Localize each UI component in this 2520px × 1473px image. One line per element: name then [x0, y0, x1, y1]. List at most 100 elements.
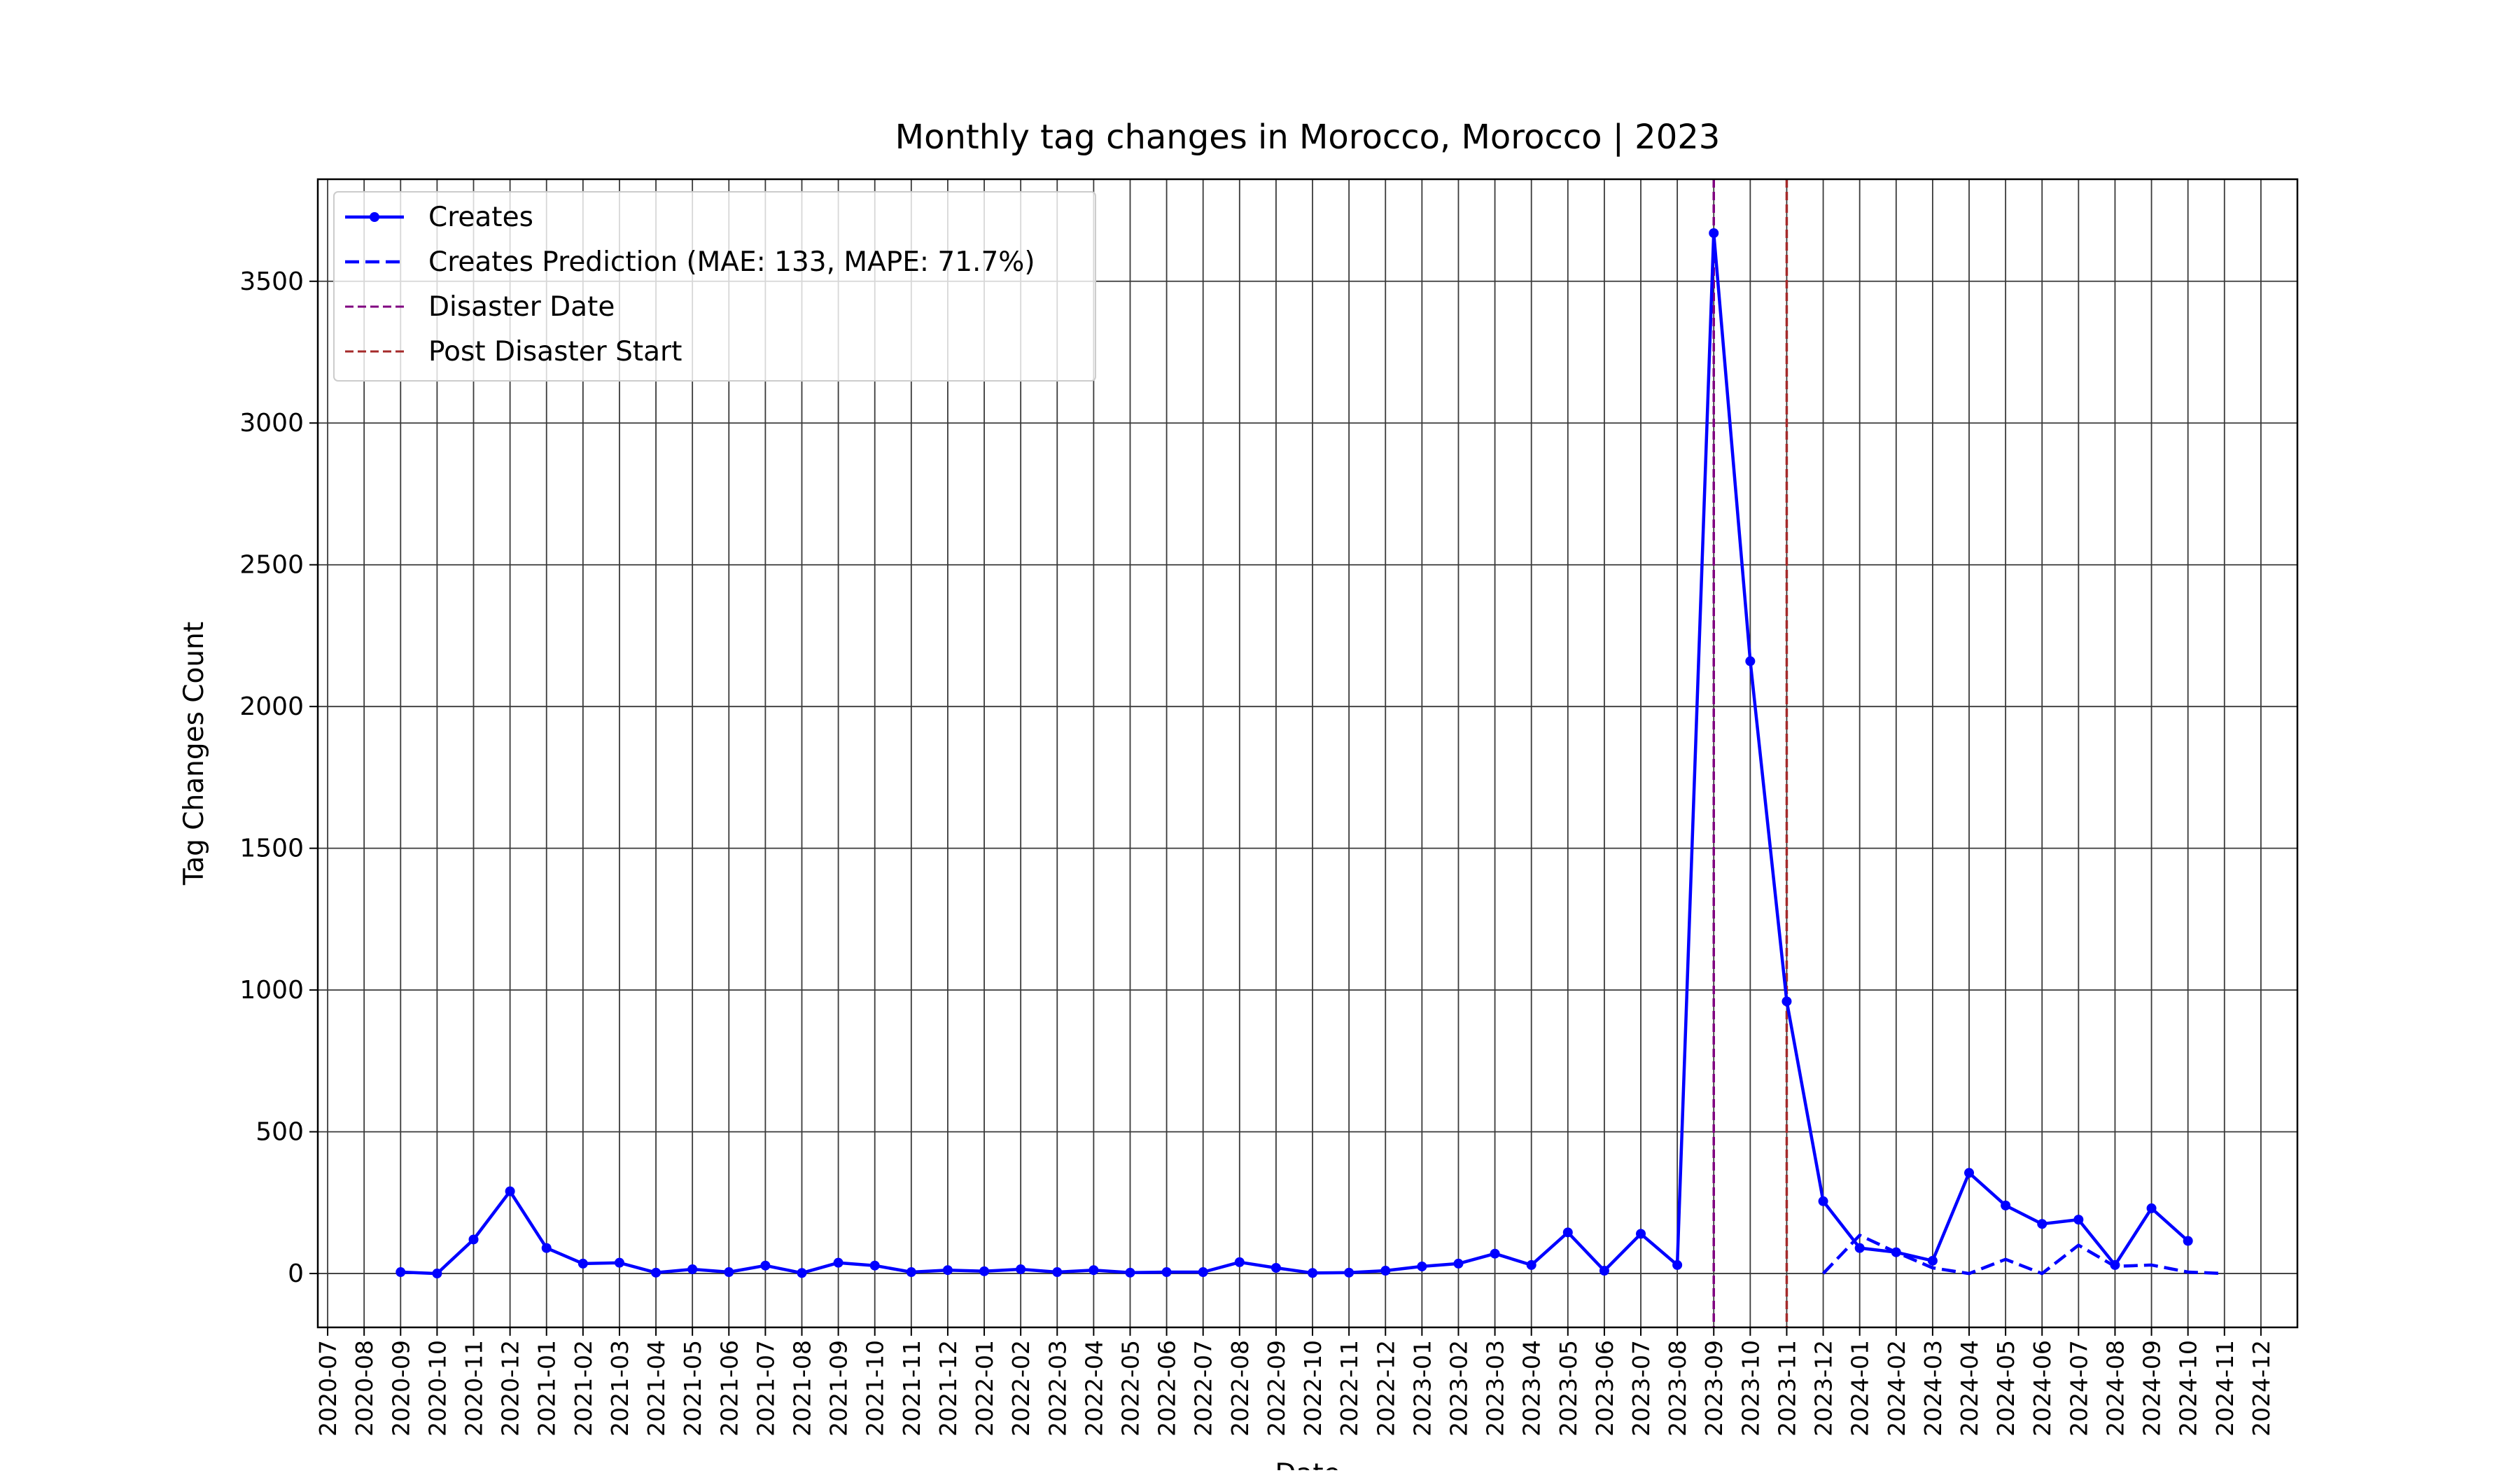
data-point [1234, 1257, 1245, 1267]
x-tick-label: 2020-08 [351, 1340, 378, 1437]
x-tick-label: 2023-01 [1408, 1340, 1436, 1437]
x-tick-label: 2024-12 [2248, 1340, 2275, 1437]
data-point [1125, 1267, 1135, 1278]
data-point [906, 1267, 916, 1278]
data-point [979, 1266, 990, 1276]
data-point [1927, 1255, 1938, 1266]
data-point [1380, 1266, 1391, 1276]
data-point [396, 1267, 406, 1278]
x-tick-label: 2022-06 [1154, 1340, 1181, 1437]
y-tick-label: 1500 [239, 835, 304, 863]
x-tick-label: 2023-03 [1482, 1340, 1509, 1437]
data-point [1088, 1265, 1099, 1276]
x-tick-label: 2024-10 [2175, 1340, 2202, 1437]
chart-title: Monthly tag changes in Morocco, Morocco … [895, 118, 1721, 157]
x-tick-label: 2023-10 [1737, 1340, 1764, 1437]
y-axis-label: Tag Changes Count [178, 622, 210, 886]
x-tick-label: 2023-05 [1555, 1340, 1582, 1437]
data-point [869, 1260, 880, 1271]
legend-marker [370, 212, 379, 222]
x-tick-label: 2021-11 [898, 1340, 925, 1437]
x-tick-label: 2024-07 [2065, 1340, 2092, 1437]
legend-label: Post Disaster Start [428, 336, 682, 368]
data-point [2001, 1200, 2011, 1210]
data-point [1745, 656, 1756, 666]
data-point [1964, 1168, 1975, 1178]
x-tick-label: 2023-02 [1445, 1340, 1472, 1437]
x-tick-label: 2022-01 [971, 1340, 998, 1437]
x-tick-label: 2022-10 [1299, 1340, 1326, 1437]
x-axis-label: Date [1275, 1458, 1340, 1470]
x-tick-label: 2022-11 [1336, 1340, 1363, 1437]
data-point [1052, 1267, 1063, 1278]
data-point [2073, 1215, 2084, 1225]
data-point [1526, 1259, 1536, 1270]
y-tick-label: 500 [255, 1118, 304, 1147]
legend-box [333, 191, 1096, 382]
x-tick-label: 2023-07 [1628, 1340, 1655, 1437]
x-tick-label: 2024-02 [1883, 1340, 1910, 1437]
x-tick-label: 2020-12 [497, 1340, 524, 1437]
x-tick-label: 2021-10 [862, 1340, 889, 1437]
x-tick-label: 2021-04 [643, 1340, 670, 1437]
x-tick-label: 2022-04 [1080, 1340, 1107, 1437]
data-point [1636, 1229, 1646, 1239]
legend-label: Creates [428, 202, 533, 233]
y-tick-label: 2000 [239, 692, 304, 721]
data-point [1709, 228, 1719, 238]
x-tick-label: 2021-01 [533, 1340, 561, 1437]
data-point [1453, 1258, 1464, 1269]
data-point [1782, 996, 1792, 1007]
series-line [400, 231, 2190, 1276]
data-point [614, 1257, 624, 1268]
data-point [942, 1265, 953, 1276]
x-tick-label: 2021-02 [570, 1340, 597, 1437]
data-point [1818, 1196, 1828, 1206]
x-tick-label: 2022-08 [1226, 1340, 1254, 1437]
x-tick-label: 2021-06 [715, 1340, 743, 1437]
data-point [2183, 1236, 2193, 1246]
x-tick-label: 2020-10 [424, 1340, 451, 1437]
data-point [432, 1269, 442, 1279]
data-point [724, 1267, 734, 1278]
x-tick-label: 2020-09 [387, 1340, 414, 1437]
legend-label: Creates Prediction (MAE: 133, MAPE: 71.7… [428, 246, 1035, 278]
data-point [1599, 1266, 1609, 1276]
series-line [1821, 1234, 2225, 1276]
data-point [2146, 1203, 2157, 1213]
data-point [760, 1260, 771, 1271]
x-tick-label: 2023-09 [1700, 1340, 1728, 1437]
x-tick-label: 2021-09 [825, 1340, 853, 1437]
x-tick-label: 2022-09 [1263, 1340, 1290, 1437]
data-point [578, 1258, 588, 1269]
x-tick-label: 2024-08 [2101, 1340, 2129, 1437]
data-point [651, 1267, 662, 1278]
plot-frame [316, 178, 2299, 1329]
x-tick-label: 2023-12 [1810, 1340, 1837, 1437]
legend: Creates Creates Prediction (MAE: 133, MAP… [333, 191, 1096, 382]
y-tick-label: 0 [288, 1259, 304, 1288]
x-tick-label: 2021-05 [679, 1340, 706, 1437]
x-tick-label: 2024-11 [2211, 1340, 2239, 1437]
data-point [1562, 1227, 1573, 1238]
data-point [833, 1257, 844, 1268]
x-tick-label: 2024-06 [2029, 1340, 2056, 1437]
legend-label: Disaster Date [428, 291, 615, 323]
x-tick-label: 2022-07 [1190, 1340, 1217, 1437]
x-tick-label: 2022-03 [1044, 1340, 1071, 1437]
x-tick-label: 2022-12 [1372, 1340, 1399, 1437]
y-tick-label: 3500 [239, 267, 304, 296]
x-tick-label: 2022-02 [1007, 1340, 1035, 1437]
y-tick-label: 3000 [239, 409, 304, 438]
data-point [797, 1268, 807, 1278]
x-tick-label: 2021-08 [788, 1340, 816, 1437]
x-tick-label: 2021-12 [934, 1340, 962, 1437]
x-tick-label: 2024-03 [1919, 1340, 1947, 1437]
x-tick-label: 2021-07 [752, 1340, 779, 1437]
x-tick-label: 2023-06 [1591, 1340, 1618, 1437]
y-tick-label: 2500 [239, 551, 304, 580]
data-point [2037, 1219, 2047, 1229]
x-tick-label: 2024-05 [1992, 1340, 2019, 1437]
